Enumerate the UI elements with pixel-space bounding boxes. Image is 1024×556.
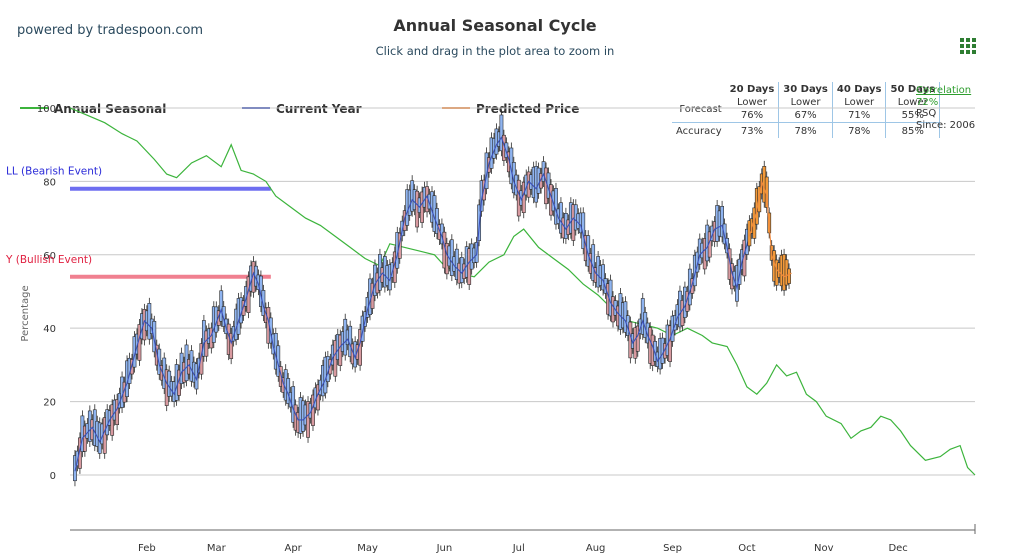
correlation-since: Since: 2006: [916, 119, 976, 131]
y-tick-label: 100: [37, 104, 56, 115]
forecast-percent: 76%: [725, 109, 780, 123]
forecast-direction: Lower: [832, 96, 887, 109]
correlation-link[interactable]: Correlation: [916, 85, 972, 96]
forecast-percent: 55%: [885, 109, 941, 123]
candle-body: [276, 345, 281, 377]
candle-body: [397, 232, 402, 259]
candle-body: [601, 264, 605, 291]
candle-body: [221, 306, 226, 327]
y-axis-title: Percentage: [20, 285, 31, 341]
x-tick-label: Mar: [207, 543, 227, 554]
candle-body: [720, 206, 724, 238]
y-tick-label: 40: [43, 324, 56, 335]
chart-subtitle: Click and drag in the plot area to zoom …: [375, 44, 615, 58]
legend-label: Predicted Price: [476, 102, 580, 116]
candle-body: [152, 321, 157, 353]
forecast-stats-table: 20 Days 30 Days 40 Days 50 Days Forecast…: [672, 82, 941, 138]
event-label: LL (Bearish Event): [6, 166, 102, 178]
candle-body: [278, 366, 283, 387]
candle-body: [328, 359, 333, 375]
candle-body: [787, 268, 791, 284]
forecast-direction: Lower: [725, 96, 780, 109]
correlation-box: Correlation 72% PSQ Since: 2006: [916, 85, 975, 131]
grid-menu-icon[interactable]: [960, 38, 976, 54]
candle-body: [586, 235, 591, 267]
forecast-label: Forecast: [679, 103, 722, 115]
candle-body: [499, 114, 504, 152]
candle-body: [82, 425, 87, 452]
y-tick-label: 0: [50, 471, 56, 482]
accuracy-value: 73%: [725, 122, 780, 138]
accuracy-value: 85%: [885, 122, 941, 138]
x-tick-label: May: [357, 543, 378, 554]
x-tick-label: Apr: [284, 543, 302, 554]
current-year-line: [74, 136, 750, 472]
y-tick-label: 60: [43, 251, 56, 262]
stats-header: 40 Days: [832, 82, 887, 96]
brand-link[interactable]: powered by tradespoon.com: [17, 23, 204, 38]
candle-body: [268, 317, 273, 344]
candle-body: [229, 333, 234, 359]
candle-body: [241, 300, 246, 316]
stats-header: 50 Days: [885, 82, 941, 96]
candle-body: [306, 401, 310, 438]
chart-title: Annual Seasonal Cycle: [393, 16, 597, 35]
accuracy-label: Accuracy: [672, 122, 726, 138]
forecast-percent: 67%: [778, 109, 833, 123]
candle-body: [199, 343, 204, 375]
forecast-direction: Lower: [885, 96, 941, 109]
accuracy-value: 78%: [778, 122, 833, 138]
x-tick-label: Aug: [586, 543, 606, 554]
candle-body: [668, 325, 672, 362]
correlation-symbol: PSQ: [916, 108, 937, 119]
legend-swatch: [20, 106, 48, 109]
x-tick-label: Feb: [138, 543, 156, 554]
candle-body: [73, 455, 77, 482]
candle-body: [261, 290, 266, 316]
candle-body: [653, 341, 658, 362]
x-tick-label: Oct: [738, 543, 755, 554]
x-tick-label: Jul: [512, 543, 525, 554]
candle-body: [504, 142, 509, 158]
stats-header: 20 Days: [725, 82, 780, 96]
x-tick-label: Dec: [888, 543, 907, 554]
x-tick-label: Jun: [436, 543, 453, 554]
candle-body: [219, 290, 224, 322]
correlation-value: 72%: [916, 96, 939, 108]
predicted-price-line: [748, 181, 792, 278]
forecast-direction: Lower: [778, 96, 833, 109]
x-tick-label: Sep: [663, 543, 682, 554]
x-tick-label: Nov: [814, 543, 834, 554]
y-tick-label: 80: [43, 177, 56, 188]
candle-body: [360, 315, 365, 342]
candle-body: [78, 437, 82, 469]
candle-body: [157, 348, 162, 375]
forecast-percent: 71%: [832, 109, 887, 123]
y-tick-label: 20: [43, 398, 56, 409]
accuracy-value: 78%: [832, 122, 887, 138]
legend-label: Current Year: [276, 102, 362, 116]
candle-body: [737, 258, 742, 285]
annual-seasonal-line: [69, 107, 976, 476]
event-label: Y (Bullish Event): [5, 254, 92, 266]
stats-header: 30 Days: [778, 82, 833, 96]
